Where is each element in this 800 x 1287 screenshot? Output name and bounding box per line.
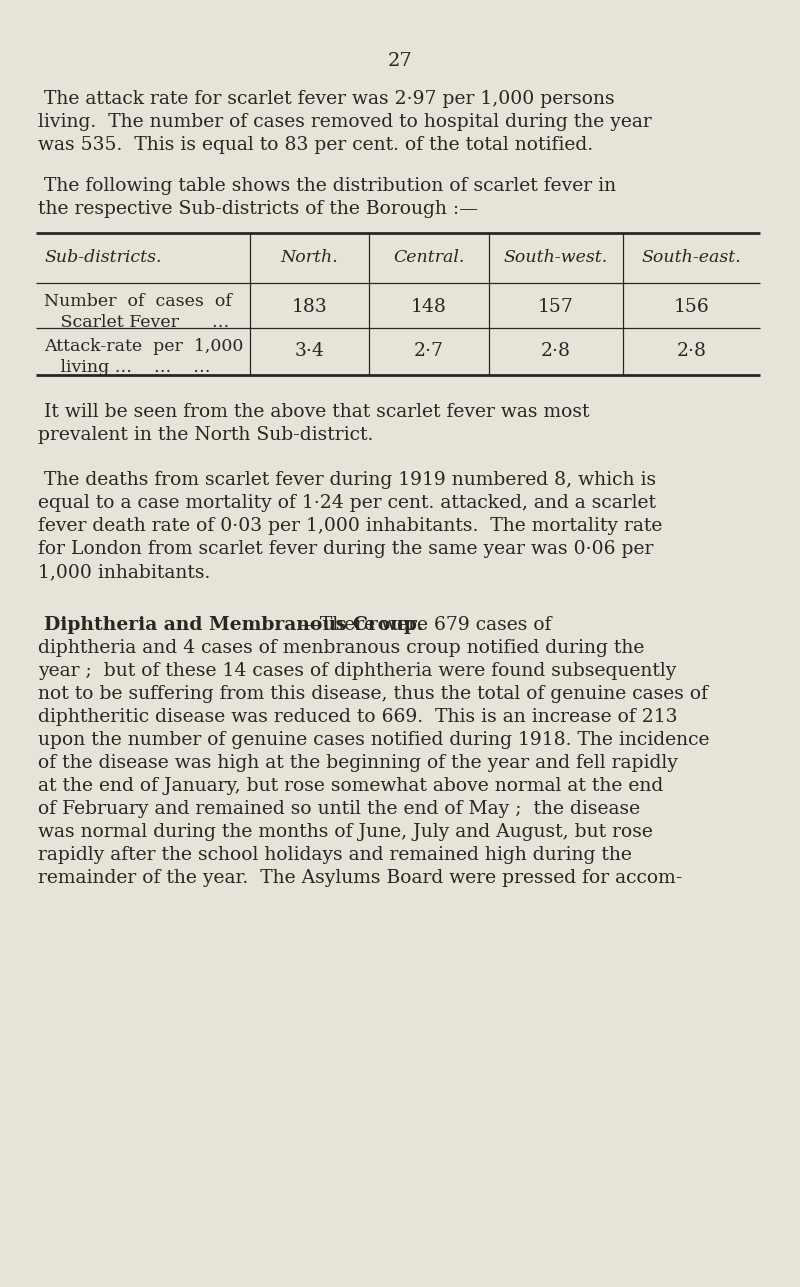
Text: upon the number of genuine cases notified during 1918. The incidence: upon the number of genuine cases notifie… [38,731,710,749]
Text: year ;  but of these 14 cases of diphtheria were found subsequently: year ; but of these 14 cases of diphther… [38,662,677,680]
Text: 183: 183 [292,297,327,315]
Text: 148: 148 [411,297,447,315]
Text: equal to a case mortality of 1·24 per cent. attacked, and a scarlet: equal to a case mortality of 1·24 per ce… [38,494,656,512]
Text: for London from scarlet fever during the same year was 0·06 per: for London from scarlet fever during the… [38,541,654,559]
Text: 3·4: 3·4 [294,342,325,360]
Text: —There were 679 cases of: —There were 679 cases of [301,616,551,634]
Text: Diphtheria and Membranous Croup.: Diphtheria and Membranous Croup. [44,616,423,634]
Text: 156: 156 [674,297,710,315]
Text: fever death rate of 0·03 per 1,000 inhabitants.  The mortality rate: fever death rate of 0·03 per 1,000 inhab… [38,517,662,535]
Text: was 535.  This is equal to 83 per cent. of the total notified.: was 535. This is equal to 83 per cent. o… [38,136,594,154]
Text: prevalent in the North Sub-district.: prevalent in the North Sub-district. [38,426,374,444]
Text: diphtheritic disease was reduced to 669.  This is an increase of 213: diphtheritic disease was reduced to 669.… [38,708,678,726]
Text: at the end of January, but rose somewhat above normal at the end: at the end of January, but rose somewhat… [38,777,664,795]
Text: the respective Sub-districts of the Borough :—: the respective Sub-districts of the Boro… [38,199,478,218]
Text: 27: 27 [388,51,412,69]
Text: It will be seen from the above that scarlet fever was most: It will be seen from the above that scar… [44,403,590,421]
Text: of the disease was high at the beginning of the year and fell rapidly: of the disease was high at the beginning… [38,754,678,772]
Text: Central.: Central. [394,248,465,265]
Text: South-west.: South-west. [504,248,608,265]
Text: 157: 157 [538,297,574,315]
Text: 2·8: 2·8 [541,342,571,360]
Text: living …    …    …: living … … … [45,359,211,376]
Text: Number  of  cases  of: Number of cases of [45,293,232,310]
Text: rapidly after the school holidays and remained high during the: rapidly after the school holidays and re… [38,846,632,864]
Text: The deaths from scarlet fever during 1919 numbered 8, which is: The deaths from scarlet fever during 191… [44,471,656,489]
Text: Attack-rate  per  1,000: Attack-rate per 1,000 [45,338,244,355]
Text: South-east.: South-east. [642,248,742,265]
Text: not to be suffering from this disease, thus the total of genuine cases of: not to be suffering from this disease, t… [38,685,709,703]
Text: The attack rate for scarlet fever was 2·97 per 1,000 persons: The attack rate for scarlet fever was 2·… [44,90,614,108]
Text: Scarlet Fever      …: Scarlet Fever … [45,314,230,331]
Text: 2·8: 2·8 [677,342,706,360]
Text: living.  The number of cases removed to hospital during the year: living. The number of cases removed to h… [38,113,652,131]
Text: 1,000 inhabitants.: 1,000 inhabitants. [38,562,210,580]
Text: diphtheria and 4 cases of menbranous croup notified during the: diphtheria and 4 cases of menbranous cro… [38,640,645,656]
Text: of February and remained so until the end of May ;  the disease: of February and remained so until the en… [38,801,641,819]
Text: The following table shows the distribution of scarlet fever in: The following table shows the distributi… [44,178,616,196]
Text: Sub-districts.: Sub-districts. [45,248,162,265]
Text: was normal during the months of June, July and August, but rose: was normal during the months of June, Ju… [38,822,654,840]
Text: 2·7: 2·7 [414,342,444,360]
Text: North.: North. [281,248,338,265]
Text: remainder of the year.  The Asylums Board were pressed for accom-: remainder of the year. The Asylums Board… [38,869,682,887]
